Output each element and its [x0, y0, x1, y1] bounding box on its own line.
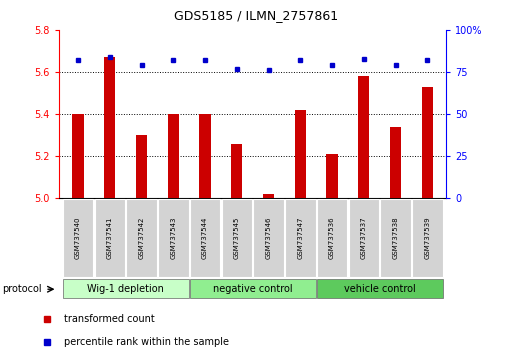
Text: GSM737541: GSM737541	[107, 217, 113, 259]
Bar	[190, 279, 315, 298]
Bar	[263, 194, 274, 198]
Bar	[412, 199, 443, 277]
Bar	[317, 279, 443, 298]
Text: GSM737546: GSM737546	[266, 217, 271, 259]
Text: GSM737545: GSM737545	[234, 217, 240, 259]
Bar	[390, 127, 401, 198]
Bar	[104, 57, 115, 198]
Bar	[222, 199, 252, 277]
Text: GDS5185 / ILMN_2757861: GDS5185 / ILMN_2757861	[174, 9, 339, 22]
Bar	[168, 114, 179, 198]
Bar	[190, 199, 220, 277]
Text: GSM737538: GSM737538	[392, 217, 399, 259]
Bar	[422, 87, 433, 198]
Text: percentile rank within the sample: percentile rank within the sample	[64, 337, 229, 348]
Text: GSM737547: GSM737547	[297, 217, 303, 259]
Bar	[294, 110, 306, 198]
Bar	[126, 199, 157, 277]
Bar	[200, 114, 211, 198]
Bar	[158, 199, 188, 277]
Text: Wig-1 depletion: Wig-1 depletion	[87, 284, 164, 293]
Text: negative control: negative control	[213, 284, 292, 293]
Bar	[348, 199, 379, 277]
Text: GSM737536: GSM737536	[329, 217, 335, 259]
Bar	[253, 199, 284, 277]
Text: GSM737543: GSM737543	[170, 217, 176, 259]
Text: protocol: protocol	[3, 284, 42, 294]
Bar	[94, 199, 125, 277]
Text: GSM737539: GSM737539	[424, 217, 430, 259]
Text: vehicle control: vehicle control	[344, 284, 416, 293]
Text: GSM737544: GSM737544	[202, 217, 208, 259]
Text: GSM737537: GSM737537	[361, 217, 367, 259]
Text: transformed count: transformed count	[64, 314, 154, 325]
Bar	[326, 154, 338, 198]
Text: GSM737540: GSM737540	[75, 217, 81, 259]
Bar	[231, 144, 242, 198]
Bar	[358, 76, 369, 198]
Bar	[136, 135, 147, 198]
Bar	[72, 114, 84, 198]
Text: GSM737542: GSM737542	[139, 217, 145, 259]
Bar	[285, 199, 315, 277]
Bar	[317, 199, 347, 277]
Bar	[63, 279, 188, 298]
Bar	[63, 199, 93, 277]
Bar	[380, 199, 411, 277]
